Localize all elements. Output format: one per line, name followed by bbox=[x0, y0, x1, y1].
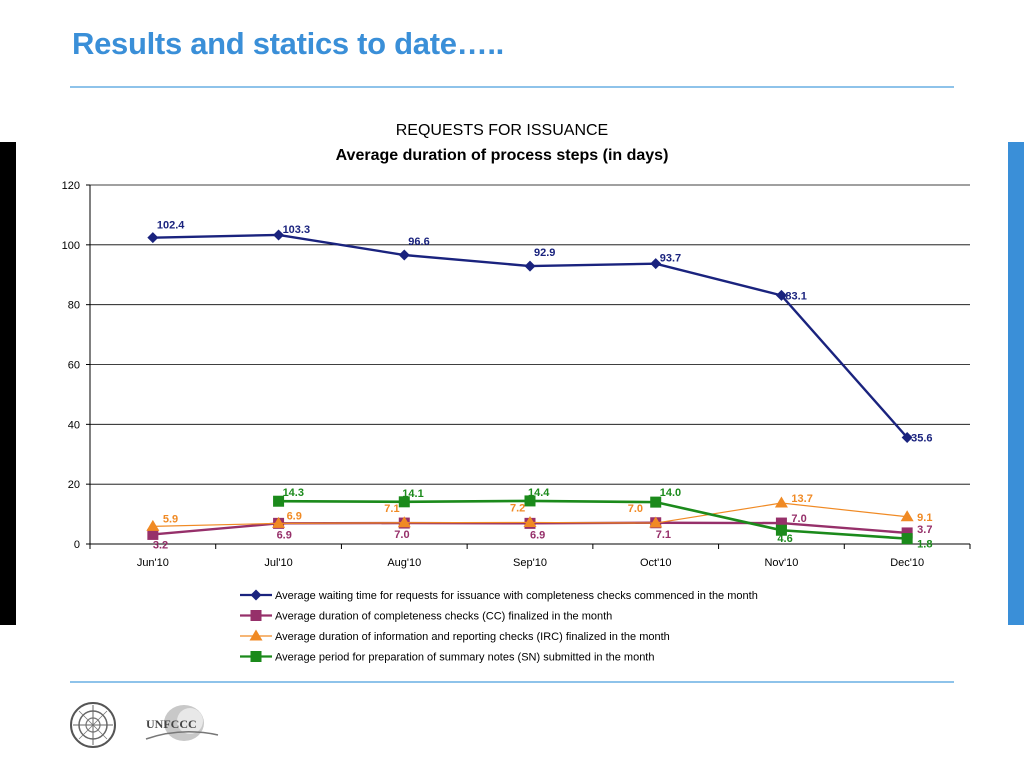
slide-title: Results and statics to date….. bbox=[72, 26, 504, 61]
chart-title: REQUESTS FOR ISSUANCE bbox=[396, 122, 608, 139]
legend-swatch-marker bbox=[250, 610, 262, 621]
x-tick-label: Oct'10 bbox=[640, 557, 671, 569]
y-tick-label: 40 bbox=[68, 419, 80, 431]
data-label: 1.8 bbox=[917, 539, 932, 551]
data-label: 7.0 bbox=[394, 529, 409, 541]
data-label: 7.0 bbox=[791, 513, 806, 525]
grid-layer bbox=[90, 184, 970, 485]
data-label: 13.7 bbox=[791, 493, 812, 505]
data-point bbox=[775, 517, 787, 529]
data-label: 83.1 bbox=[785, 290, 806, 302]
data-label: 3.2 bbox=[153, 539, 168, 551]
unfccc-wordmark: UNFCCC bbox=[146, 717, 197, 731]
data-point bbox=[524, 495, 536, 507]
data-label: 3.7 bbox=[917, 524, 932, 536]
legend-label: Average duration of information and repo… bbox=[275, 631, 670, 643]
data-label: 14.1 bbox=[402, 488, 423, 500]
x-tick-label: Aug'10 bbox=[387, 557, 421, 569]
data-point bbox=[650, 258, 662, 270]
legend-label: Average duration of completeness checks … bbox=[275, 611, 612, 623]
series-3 bbox=[273, 495, 913, 545]
legend-swatch-marker bbox=[250, 651, 262, 662]
series-2 bbox=[146, 496, 914, 531]
line-chart: REQUESTS FOR ISSUANCE Average duration o… bbox=[62, 122, 971, 664]
top-divider bbox=[70, 86, 954, 88]
y-tick-label: 60 bbox=[68, 360, 80, 372]
data-point bbox=[147, 232, 159, 244]
data-label: 103.3 bbox=[283, 224, 311, 236]
axis-layer: 0 20 40 60 80 100 120 Jun'10 Jul'10 Aug'10 Sep'10 O… bbox=[62, 180, 971, 569]
data-label: 7.1 bbox=[384, 503, 399, 515]
data-label: 102.4 bbox=[157, 220, 185, 232]
un-emblem-icon bbox=[70, 702, 116, 748]
legend-swatch-marker bbox=[249, 629, 263, 641]
data-point bbox=[774, 496, 788, 508]
data-label: 6.9 bbox=[277, 529, 292, 541]
footer-logos: UNFCCC bbox=[70, 702, 219, 748]
legend-label: Average waiting time for requests for is… bbox=[275, 590, 758, 602]
data-point bbox=[398, 496, 410, 508]
data-label: 9.1 bbox=[917, 512, 932, 524]
data-point bbox=[901, 431, 913, 443]
data-label: 7.2 bbox=[510, 502, 525, 514]
data-point bbox=[523, 515, 537, 527]
label-layer: 102.4 103.3 96.6 92.9 93.7 83.1 35.6 3.2 6.9 7.0 6… bbox=[153, 220, 933, 552]
unfccc-logo: UNFCCC bbox=[145, 705, 219, 741]
legend-entry: Average duration of completeness checks … bbox=[240, 610, 612, 623]
series-0 bbox=[147, 229, 913, 443]
x-tick-label: Dec'10 bbox=[890, 557, 924, 569]
data-label: 4.6 bbox=[777, 533, 792, 545]
data-label: 7.0 bbox=[628, 503, 643, 515]
data-label: 5.9 bbox=[163, 513, 178, 525]
right-side-bar bbox=[1008, 142, 1024, 625]
data-label: 7.1 bbox=[656, 529, 671, 541]
data-label: 35.6 bbox=[911, 432, 932, 444]
left-side-bar bbox=[0, 142, 16, 625]
x-tick-label: Jun'10 bbox=[137, 557, 169, 569]
data-label: 14.4 bbox=[528, 487, 550, 499]
data-point bbox=[901, 527, 913, 539]
series-line bbox=[278, 499, 908, 540]
y-tick-label: 80 bbox=[68, 300, 80, 312]
data-label: 14.0 bbox=[660, 487, 681, 499]
data-point bbox=[524, 260, 536, 272]
data-point bbox=[272, 516, 286, 528]
data-label: 6.9 bbox=[287, 510, 302, 522]
data-point bbox=[273, 495, 285, 507]
data-label: 6.9 bbox=[530, 529, 545, 541]
data-point bbox=[397, 516, 411, 528]
x-tick-label: Nov'10 bbox=[764, 557, 798, 569]
data-point bbox=[146, 519, 160, 531]
data-point bbox=[649, 516, 663, 528]
x-tick-label: Sep'10 bbox=[513, 557, 547, 569]
legend-swatch-marker bbox=[250, 589, 262, 601]
data-label: 14.3 bbox=[283, 487, 304, 499]
x-tick-label: Jul'10 bbox=[264, 557, 292, 569]
data-point bbox=[901, 533, 913, 545]
data-point bbox=[147, 528, 159, 540]
legend-entry: Average period for preparation of summar… bbox=[240, 651, 654, 664]
data-point bbox=[900, 510, 914, 522]
data-label: 92.9 bbox=[534, 247, 555, 259]
data-point bbox=[398, 249, 410, 261]
series-layer bbox=[146, 229, 914, 545]
legend-entry: Average duration of information and repo… bbox=[240, 629, 670, 643]
data-label: 96.6 bbox=[408, 236, 429, 248]
y-tick-label: 120 bbox=[62, 180, 80, 192]
data-point bbox=[650, 496, 662, 508]
data-point bbox=[273, 229, 285, 241]
data-point bbox=[775, 289, 787, 301]
legend-entry: Average waiting time for requests for is… bbox=[240, 589, 758, 602]
y-tick-label: 0 bbox=[74, 539, 80, 551]
data-point bbox=[775, 524, 787, 536]
data-label: 93.7 bbox=[660, 253, 681, 265]
y-tick-label: 20 bbox=[68, 479, 80, 491]
chart-subtitle: Average duration of process steps (in da… bbox=[336, 147, 669, 164]
legend: Average waiting time for requests for is… bbox=[240, 589, 758, 664]
bottom-divider bbox=[70, 681, 954, 683]
y-tick-label: 100 bbox=[62, 240, 80, 252]
legend-label: Average period for preparation of summar… bbox=[275, 652, 654, 664]
